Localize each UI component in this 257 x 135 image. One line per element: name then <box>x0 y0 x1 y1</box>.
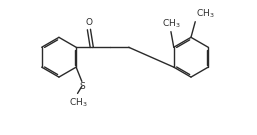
Text: CH$_3$: CH$_3$ <box>69 96 88 109</box>
Text: CH$_3$: CH$_3$ <box>196 8 215 20</box>
Text: S: S <box>80 82 85 91</box>
Text: O: O <box>85 18 93 27</box>
Text: CH$_3$: CH$_3$ <box>162 18 180 30</box>
